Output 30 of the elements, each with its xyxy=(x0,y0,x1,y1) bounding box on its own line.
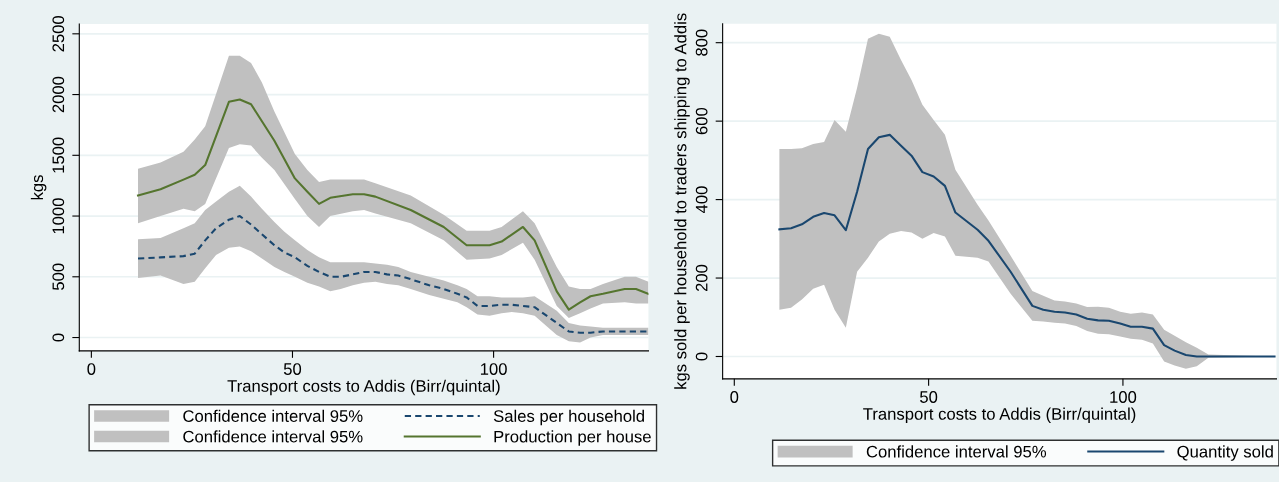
legend-label: Quantity sold xyxy=(1177,445,1273,461)
y-tick-label: 2000 xyxy=(52,76,65,113)
text: Confidence interval 95% xyxy=(183,409,363,422)
y-tick-label: 800 xyxy=(695,29,708,56)
x-axis-title: Transport costs to Addis (Birr/quintal) xyxy=(863,407,1136,424)
line-series xyxy=(136,98,649,311)
y-tick-label: 2500 xyxy=(52,15,65,52)
y-tick-label: 400 xyxy=(695,186,708,214)
y-tick-label: 200 xyxy=(695,264,708,292)
y-tick-label: 1000 xyxy=(52,198,65,234)
legend-label: Sales per household xyxy=(493,409,644,426)
y-tick-label: 1500 xyxy=(52,137,65,173)
y-axis-title: kgs xyxy=(30,175,47,200)
y-tick-label: 0 xyxy=(52,333,65,342)
y-tick-label: 600 xyxy=(695,107,708,135)
x-axis-title: Transport costs to Addis (Birr/quintal) xyxy=(227,379,500,396)
x-tick-label: 50 xyxy=(920,391,938,403)
text: Confidence interval 95% xyxy=(183,430,363,443)
x-tick-label: 100 xyxy=(1110,391,1137,403)
x-tick-label: 0 xyxy=(87,363,96,375)
y-axis-title: kgs sold per household to traders shipping to Addis xyxy=(674,13,690,389)
y-tick-label: 0 xyxy=(695,352,708,361)
text: Confidence interval 95% xyxy=(866,445,1047,458)
x-tick-label: 100 xyxy=(480,363,507,375)
legend-label: Production per house xyxy=(494,430,651,446)
y-tick-label: 500 xyxy=(52,263,65,291)
line-series xyxy=(136,215,649,334)
x-tick-label: 50 xyxy=(283,363,302,375)
line-series xyxy=(778,133,1276,358)
x-tick-label: 0 xyxy=(730,391,739,403)
